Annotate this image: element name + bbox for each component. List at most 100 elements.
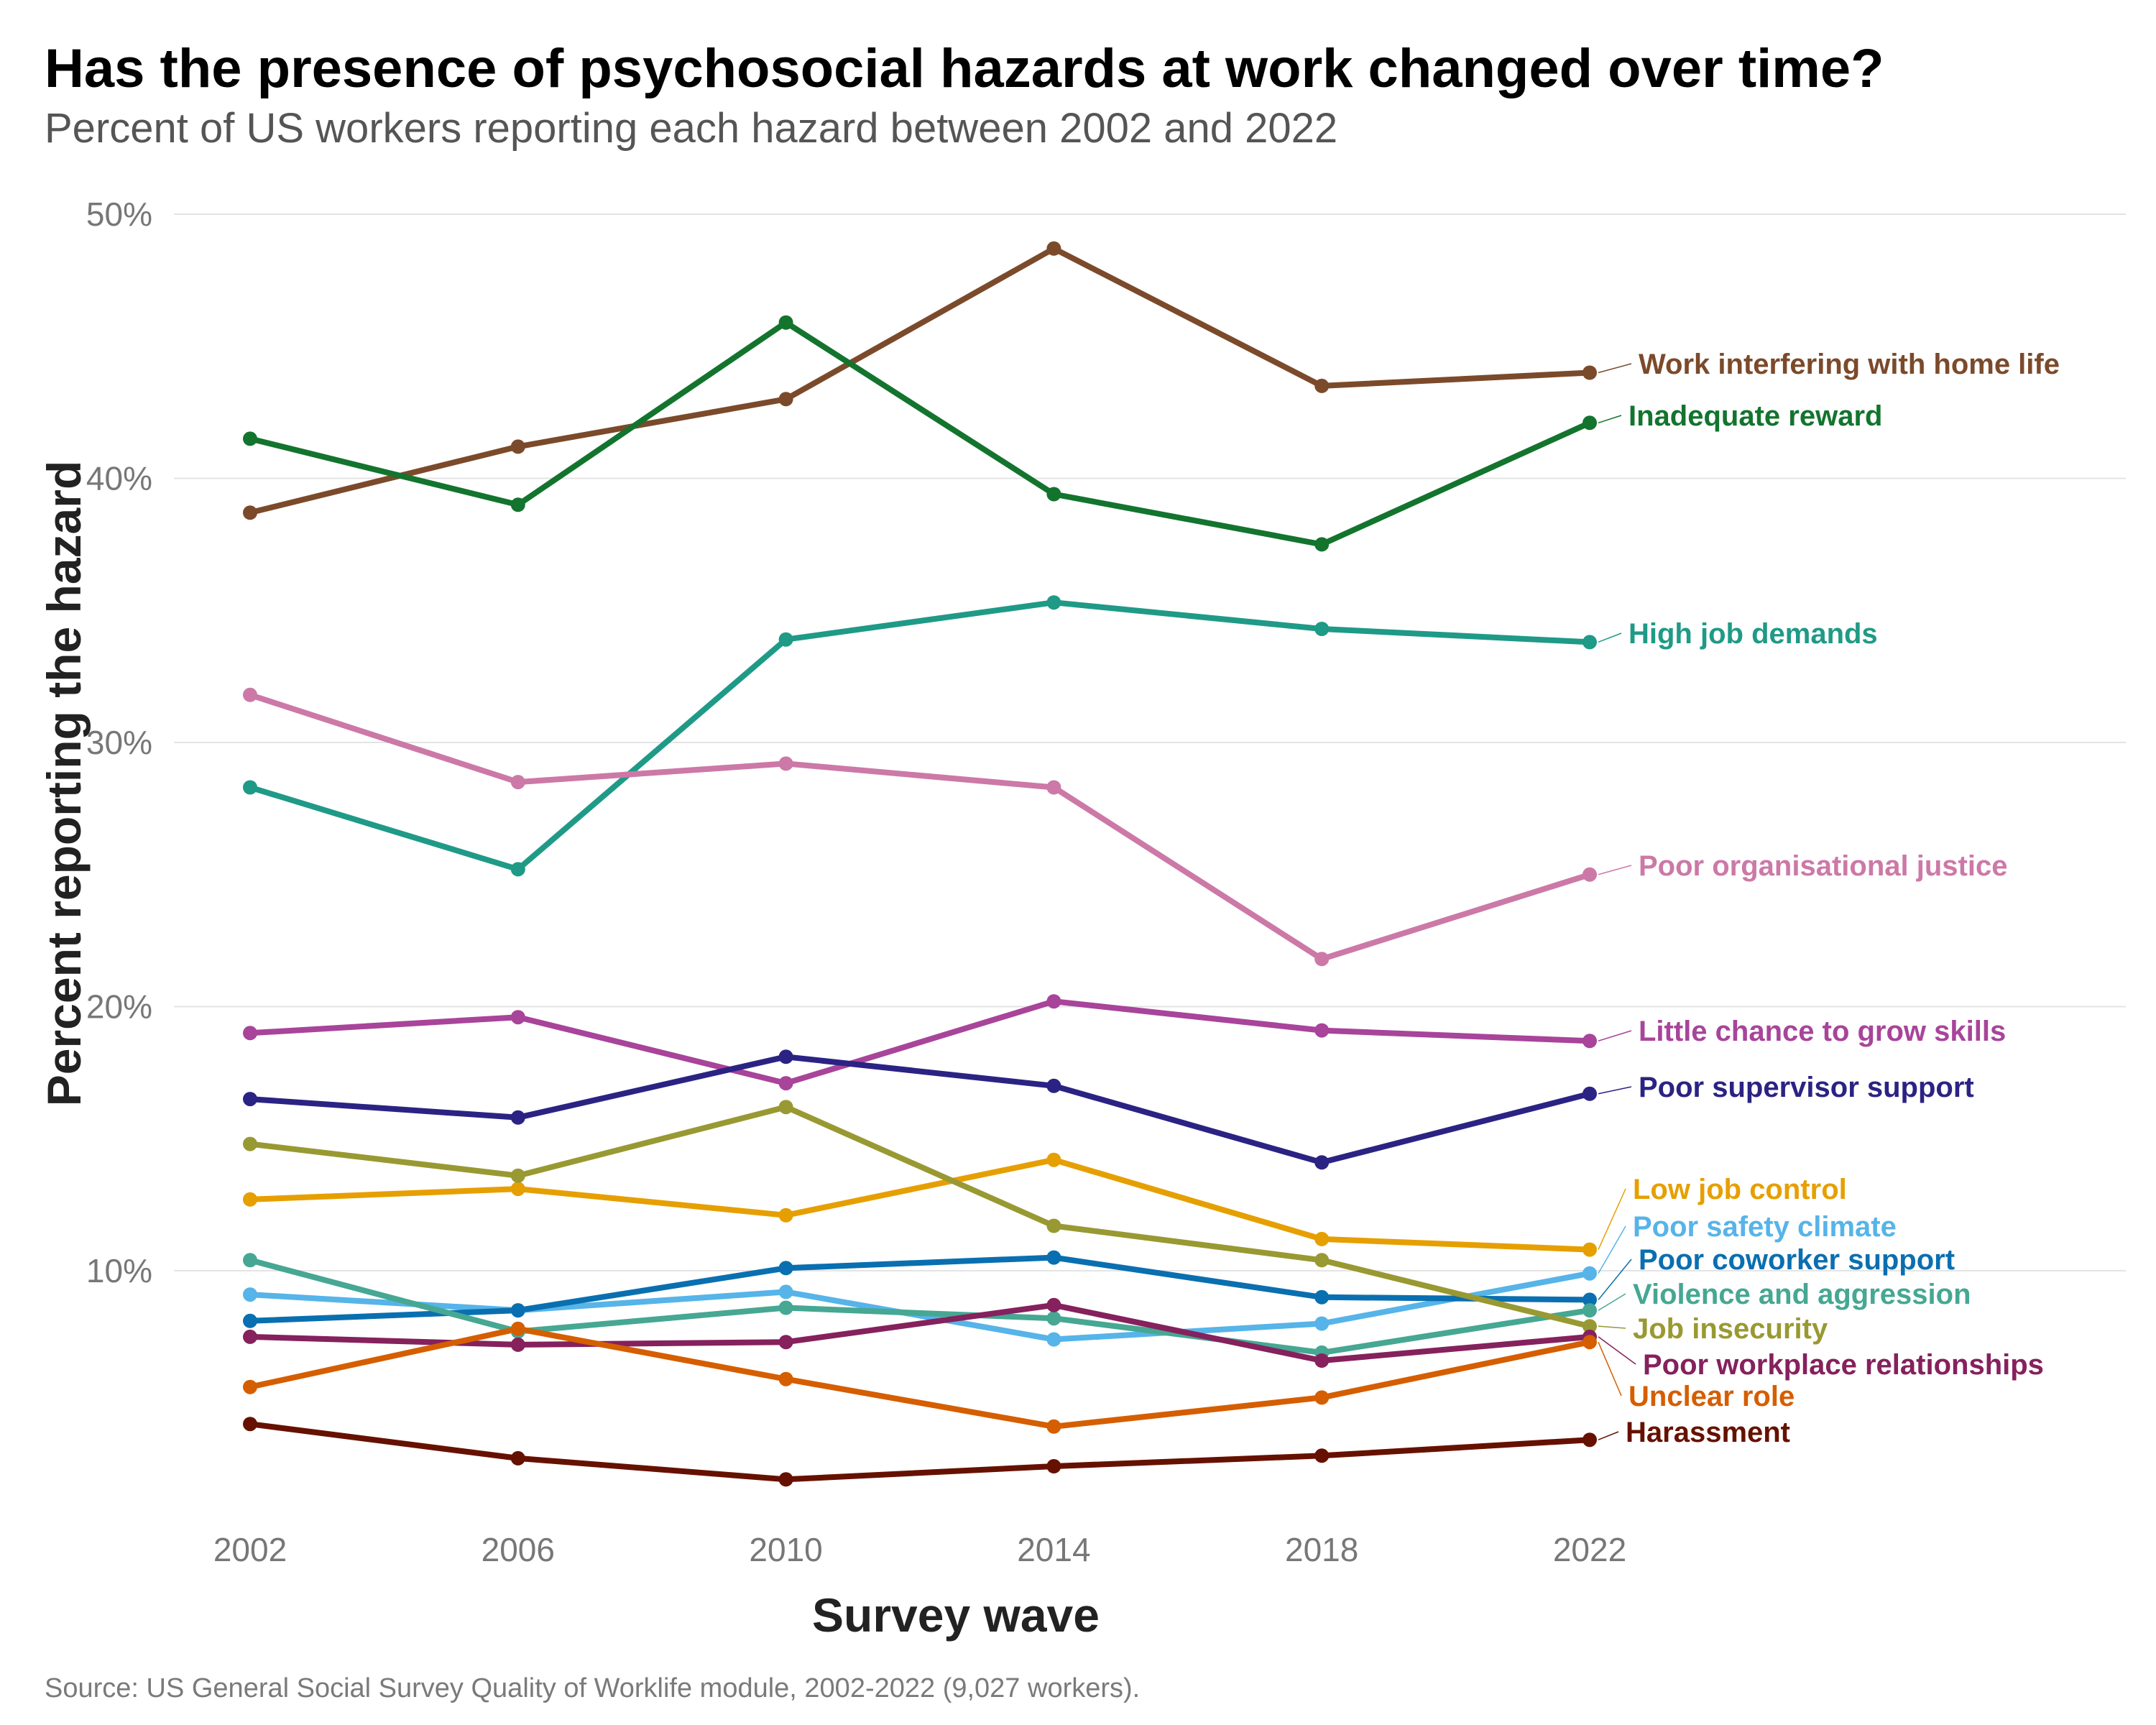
- x-tick-label: 2018: [1285, 1531, 1358, 1568]
- source-note: Source: US General Social Survey Quality…: [45, 1673, 1141, 1703]
- data-point-inadequate-reward-2022: [1583, 415, 1597, 431]
- label-leader-unclear-role: [1598, 1341, 1622, 1397]
- data-point-low-job-control-2022: [1583, 1242, 1597, 1257]
- series-line-low-job-control: [247, 1156, 1593, 1253]
- data-point-violence-and-aggression-2002: [243, 1253, 257, 1268]
- data-point-poor-coworker-support-2006: [510, 1303, 525, 1318]
- label-leader-job-insecurity: [1598, 1325, 1626, 1329]
- data-point-harassment-2002: [243, 1417, 257, 1432]
- data-point-low-job-control-2018: [1314, 1231, 1330, 1246]
- label-leader-high-job-demands: [1598, 632, 1622, 643]
- label-leader-harassment: [1598, 1431, 1619, 1440]
- data-point-unclear-role-2022: [1583, 1335, 1597, 1350]
- x-tick-label: 2006: [482, 1531, 555, 1568]
- label-leader-little-chance-to-grow-skills: [1598, 1030, 1632, 1041]
- data-point-violence-and-aggression-2010: [778, 1300, 793, 1315]
- data-point-poor-organisational-justice-2014: [1046, 780, 1061, 795]
- x-axis-title: Survey wave: [812, 1588, 1100, 1642]
- data-point-poor-supervisor-support-2010: [778, 1049, 793, 1064]
- data-point-little-chance-to-grow-skills-2018: [1314, 1023, 1330, 1038]
- series-label-job-insecurity: Job insecurity: [1633, 1313, 1828, 1345]
- label-leader-poor-workplace-relationships: [1598, 1336, 1636, 1365]
- series-label-poor-supervisor-support: Poor supervisor support: [1639, 1072, 1974, 1103]
- series-label-inadequate-reward: Inadequate reward: [1628, 400, 1882, 432]
- series-label-poor-workplace-relationships: Poor workplace relationships: [1643, 1349, 2044, 1381]
- data-point-low-job-control-2010: [778, 1208, 793, 1223]
- label-leader-low-job-control: [1598, 1188, 1626, 1250]
- x-tick-label: 2010: [749, 1531, 822, 1568]
- data-point-unclear-role-2006: [510, 1321, 525, 1336]
- data-point-poor-safety-climate-2002: [243, 1287, 257, 1302]
- y-tick-label: 40%: [86, 460, 152, 497]
- data-point-inadequate-reward-2006: [510, 497, 525, 512]
- label-leader-poor-organisational-justice: [1598, 865, 1632, 875]
- data-point-work-interfering-with-home-life-2006: [510, 439, 525, 454]
- data-point-harassment-2006: [510, 1450, 525, 1466]
- data-point-harassment-2014: [1046, 1459, 1061, 1473]
- series-label-low-job-control: Low job control: [1633, 1174, 1847, 1205]
- chart-subtitle: Percent of US workers reporting each haz…: [45, 105, 1338, 152]
- data-point-job-insecurity-2018: [1314, 1253, 1330, 1268]
- data-point-poor-coworker-support-2002: [243, 1313, 257, 1328]
- data-point-little-chance-to-grow-skills-2006: [510, 1010, 525, 1025]
- data-point-work-interfering-with-home-life-2002: [243, 505, 257, 520]
- data-point-poor-coworker-support-2014: [1046, 1250, 1061, 1265]
- data-point-inadequate-reward-2002: [243, 431, 257, 446]
- data-point-poor-workplace-relationships-2018: [1314, 1353, 1330, 1368]
- data-point-job-insecurity-2002: [243, 1136, 257, 1151]
- series-label-work-interfering-with-home-life: Work interfering with home life: [1639, 349, 2060, 380]
- series-label-poor-safety-climate: Poor safety climate: [1633, 1211, 1897, 1243]
- data-point-low-job-control-2002: [243, 1192, 257, 1207]
- data-point-high-job-demands-2002: [243, 780, 257, 795]
- data-point-inadequate-reward-2014: [1046, 487, 1061, 502]
- data-point-poor-supervisor-support-2006: [510, 1110, 525, 1125]
- series-lines: [247, 245, 1593, 1483]
- series-line-poor-coworker-support: [247, 1254, 1593, 1324]
- data-point-inadequate-reward-2010: [778, 315, 793, 330]
- series-label-poor-coworker-support: Poor coworker support: [1639, 1244, 1955, 1276]
- label-leader-poor-safety-climate: [1598, 1225, 1626, 1274]
- data-point-high-job-demands-2018: [1314, 622, 1330, 636]
- data-point-poor-safety-climate-2022: [1583, 1266, 1597, 1281]
- series-line-poor-safety-climate: [247, 1270, 1593, 1343]
- series-line-unclear-role: [247, 1325, 1593, 1430]
- x-tick-label: 2022: [1553, 1531, 1626, 1568]
- data-point-unclear-role-2014: [1046, 1419, 1061, 1434]
- y-tick-label: 50%: [86, 196, 152, 233]
- data-point-poor-organisational-justice-2018: [1314, 952, 1330, 967]
- data-point-poor-safety-climate-2018: [1314, 1316, 1330, 1331]
- data-point-little-chance-to-grow-skills-2022: [1583, 1034, 1597, 1049]
- data-point-poor-workplace-relationships-2014: [1046, 1297, 1061, 1312]
- data-point-high-job-demands-2006: [510, 862, 525, 877]
- y-tick-label: 20%: [86, 988, 152, 1026]
- data-point-poor-organisational-justice-2010: [778, 756, 793, 771]
- data-point-work-interfering-with-home-life-2014: [1046, 241, 1061, 256]
- y-tick-label: 30%: [86, 724, 152, 761]
- label-leader-inadequate-reward: [1598, 415, 1622, 424]
- series-line-poor-supervisor-support: [247, 1054, 1593, 1166]
- data-point-little-chance-to-grow-skills-2010: [778, 1076, 793, 1091]
- data-point-inadequate-reward-2018: [1314, 537, 1330, 552]
- data-point-harassment-2022: [1583, 1432, 1597, 1448]
- data-point-unclear-role-2002: [243, 1379, 257, 1394]
- data-point-violence-and-aggression-2022: [1583, 1303, 1597, 1318]
- label-leader-poor-supervisor-support: [1598, 1086, 1632, 1095]
- series-line-job-insecurity: [247, 1104, 1593, 1330]
- series-labels: Work interfering with home life Inadequat…: [1598, 349, 2060, 1448]
- data-point-high-job-demands-2010: [778, 632, 793, 647]
- series-label-harassment: Harassment: [1626, 1417, 1790, 1448]
- data-point-poor-supervisor-support-2002: [243, 1092, 257, 1107]
- data-point-poor-safety-climate-2014: [1046, 1332, 1061, 1347]
- y-axis-title: Percent reporting the hazard: [37, 461, 91, 1107]
- data-point-unclear-role-2010: [778, 1371, 793, 1386]
- series-line-violence-and-aggression: [247, 1257, 1593, 1356]
- series-label-violence-and-aggression: Violence and aggression: [1633, 1279, 1971, 1310]
- x-axis-tick-labels: 2002 2006 2010 2014 2018 2022: [213, 1531, 1626, 1568]
- label-leader-work-interfering-with-home-life: [1598, 363, 1632, 374]
- series-label-little-chance-to-grow-skills: Little chance to grow skills: [1639, 1016, 2006, 1047]
- series-line-inadequate-reward: [247, 319, 1593, 548]
- series-line-harassment: [247, 1421, 1593, 1483]
- series-line-work-interfering-with-home-life: [247, 245, 1593, 516]
- data-point-violence-and-aggression-2014: [1046, 1311, 1061, 1326]
